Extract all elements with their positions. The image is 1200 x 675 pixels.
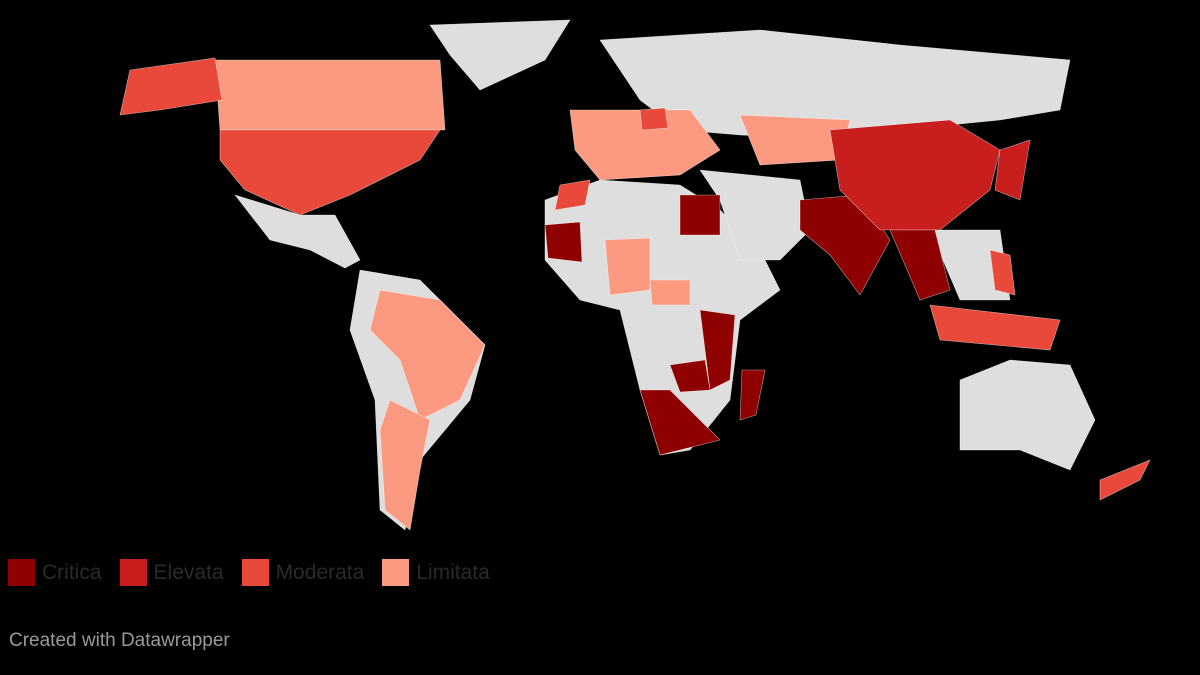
world-map xyxy=(119,19,1151,531)
country-argentina-chile[interactable] xyxy=(379,399,431,531)
country-europe[interactable] xyxy=(569,109,721,181)
legend-item-critica: Critica xyxy=(8,559,102,586)
country-layer xyxy=(119,57,1151,531)
country-mozambique[interactable] xyxy=(699,309,736,391)
country-morocco[interactable] xyxy=(554,179,591,211)
country-mauritania[interactable] xyxy=(544,221,583,263)
southeast-asia-base[interactable] xyxy=(929,229,1011,301)
country-philippines[interactable] xyxy=(989,249,1016,296)
country-myanmar-thailand[interactable] xyxy=(889,229,951,301)
credit-footer[interactable]: Created with Datawrapper xyxy=(9,630,230,651)
country-egypt[interactable] xyxy=(679,194,721,236)
australia[interactable] xyxy=(959,359,1096,471)
country-zambia-zimbabwe[interactable] xyxy=(669,359,711,393)
country-japan[interactable] xyxy=(994,139,1031,201)
legend-label: Critica xyxy=(42,560,102,584)
country-brazil[interactable] xyxy=(369,289,486,421)
country-new-zealand[interactable] xyxy=(1099,459,1151,501)
country-canada[interactable] xyxy=(214,59,446,131)
swatch-moderata xyxy=(241,559,269,586)
country-poland[interactable] xyxy=(639,107,669,131)
country-alaska[interactable] xyxy=(119,57,223,116)
country-nigeria[interactable] xyxy=(604,237,651,296)
legend-item-limitata: Limitata xyxy=(382,559,490,586)
mexico-central-america[interactable] xyxy=(234,194,361,269)
country-southern-africa[interactable] xyxy=(639,389,721,456)
africa[interactable] xyxy=(544,179,781,456)
legend-item-moderata: Moderata xyxy=(241,559,365,586)
greenland[interactable] xyxy=(429,19,571,91)
legend-item-elevata: Elevata xyxy=(119,559,224,586)
legend-label: Limitata xyxy=(416,560,490,584)
swatch-critica xyxy=(8,559,35,586)
swatch-elevata xyxy=(119,559,147,586)
country-madagascar[interactable] xyxy=(739,369,766,421)
legend: Critica Elevata Moderata Limitata xyxy=(8,559,508,586)
country-china[interactable] xyxy=(829,119,1001,231)
legend-label: Moderata xyxy=(275,560,365,584)
country-central-africa[interactable] xyxy=(649,279,691,306)
country-indonesia[interactable] xyxy=(929,304,1061,351)
swatch-limitata xyxy=(382,559,410,586)
country-usa[interactable] xyxy=(219,129,441,216)
legend-label: Elevata xyxy=(153,560,224,584)
